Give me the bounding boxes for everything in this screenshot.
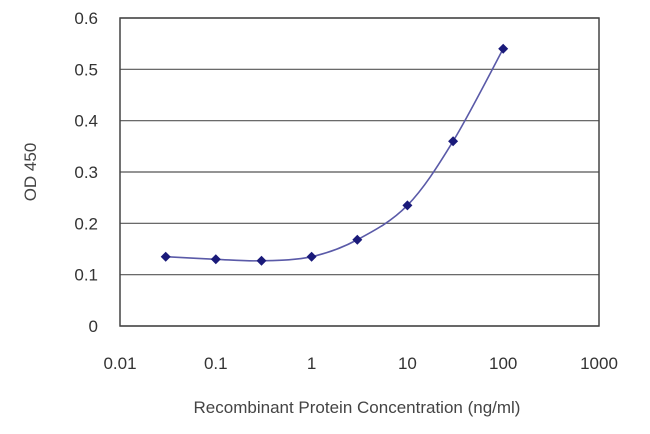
data-point-5 bbox=[402, 200, 413, 211]
data-series bbox=[160, 43, 509, 266]
data-point-2 bbox=[256, 255, 267, 266]
y-tick-label-5: 0.5 bbox=[74, 60, 98, 79]
x-tick-label-5: 1000 bbox=[580, 354, 618, 373]
y-tick-label-6: 0.6 bbox=[74, 9, 98, 28]
y-tick-label-4: 0.4 bbox=[74, 112, 98, 131]
x-tick-label-3: 10 bbox=[398, 354, 417, 373]
data-point-7 bbox=[498, 43, 509, 54]
x-tick-label-2: 1 bbox=[307, 354, 316, 373]
y-tick-label-2: 0.2 bbox=[74, 214, 98, 233]
x-tick-label-1: 0.1 bbox=[204, 354, 228, 373]
series-0-curve bbox=[165, 48, 504, 262]
data-point-4 bbox=[352, 234, 363, 245]
data-point-0 bbox=[160, 251, 171, 262]
data-point-3 bbox=[306, 251, 317, 262]
data-point-6 bbox=[448, 136, 459, 147]
tick-labels: 0 0.1 0.2 0.3 0.4 0.5 0.6 0.01 0.1 1 10 100 1000 bbox=[74, 9, 618, 373]
y-tick-label-3: 0.3 bbox=[74, 163, 98, 182]
gridlines bbox=[120, 17, 599, 327]
x-tick-label-0: 0.01 bbox=[103, 354, 136, 373]
y-axis-title: OD 450 bbox=[21, 143, 40, 202]
plot-area-frame bbox=[119, 17, 600, 327]
x-axis-title: Recombinant Protein Concentration (ng/ml… bbox=[194, 398, 521, 417]
y-tick-label-1: 0.1 bbox=[74, 266, 98, 285]
y-tick-label-0: 0 bbox=[89, 317, 98, 336]
x-tick-label-4: 100 bbox=[489, 354, 517, 373]
data-point-1 bbox=[210, 254, 221, 265]
